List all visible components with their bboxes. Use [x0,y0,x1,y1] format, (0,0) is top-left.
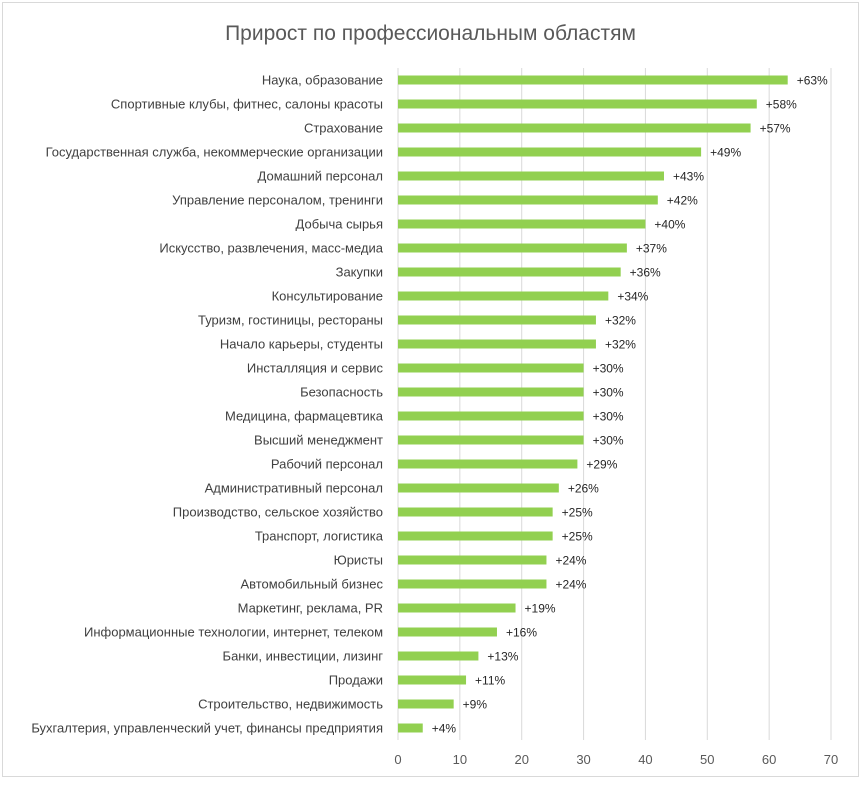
x-tick-label: 70 [824,752,838,767]
category-label: Юристы [334,553,383,568]
data-label: +30% [593,410,624,424]
bar [398,267,621,277]
category-label: Наука, образование [262,73,383,88]
data-label: +40% [654,218,685,232]
category-label: Начало карьеры, студенты [220,337,383,352]
category-label: Строительство, недвижимость [198,697,383,712]
bar [398,507,553,517]
category-label: Бухгалтерия, управленческий учет, финанс… [31,721,383,736]
category-label: Закупки [336,265,383,280]
data-label: +30% [593,362,624,376]
x-tick-label: 50 [700,752,714,767]
bar [398,699,454,709]
category-label: Продажи [329,673,383,688]
data-label: +24% [555,554,586,568]
bar [398,651,479,661]
data-label: +24% [555,578,586,592]
category-label: Искусство, развлечения, масс-медиа [159,241,383,256]
category-label: Информационные технологии, интернет, тел… [84,625,383,640]
data-label: +49% [710,146,741,160]
bar [398,171,664,181]
bar [398,75,788,85]
category-label: Автомобильный бизнес [240,577,383,592]
data-label: +32% [605,338,636,352]
bar [398,99,757,109]
bar [398,555,547,565]
bar [398,435,584,445]
category-label: Страхование [304,121,383,136]
bar [398,123,751,133]
x-tick-label: 10 [453,752,467,767]
bar [398,531,553,541]
data-label: +36% [630,266,661,280]
data-label: +26% [568,482,599,496]
bar [398,243,627,253]
data-label: +34% [617,290,648,304]
data-label: +58% [766,98,797,112]
data-label: +25% [562,506,593,520]
category-label: Управление персоналом, тренинги [172,193,383,208]
data-label: +25% [562,530,593,544]
x-tick-label: 40 [638,752,652,767]
bar [398,219,646,229]
bar [398,363,584,373]
category-label: Безопасность [300,385,383,400]
bar [398,723,423,733]
bar [398,339,596,349]
category-label: Спортивные клубы, фитнес, салоны красоты [111,97,383,112]
data-label: +16% [506,626,537,640]
data-label: +29% [586,458,617,472]
data-label: +19% [525,602,556,616]
category-label: Государственная служба, некоммерческие о… [46,145,383,160]
category-label: Инсталляция и сервис [247,361,384,376]
bar [398,483,559,493]
category-label: Высший менеджмент [254,433,383,448]
bar [398,459,578,469]
data-label: +42% [667,194,698,208]
x-tick-label: 60 [762,752,776,767]
category-label: Рабочий персонал [271,457,383,472]
bar [398,411,584,421]
bar [398,675,467,685]
bar [398,387,584,397]
category-label: Добыча сырья [296,217,383,232]
bar [398,291,609,301]
category-label: Административный персонал [205,481,383,496]
x-tick-label: 30 [576,752,590,767]
x-tick-label: 0 [394,752,401,767]
category-label: Домашний персонал [258,169,383,184]
data-label: +57% [760,122,791,136]
data-label: +37% [636,242,667,256]
bar [398,603,516,613]
data-label: +43% [673,170,704,184]
category-label: Медицина, фармацевтика [225,409,384,424]
data-label: +32% [605,314,636,328]
bar [398,315,596,325]
bar [398,627,497,637]
category-label: Банки, инвестиции, лизинг [223,649,384,664]
category-label: Производство, сельское хозяйство [173,505,383,520]
category-label: Маркетинг, реклама, PR [238,601,383,616]
bar [398,195,658,205]
category-label: Консультирование [272,289,383,304]
category-label: Туризм, гостиницы, рестораны [198,313,383,328]
category-label: Транспорт, логистика [255,529,384,544]
bar [398,579,547,589]
x-tick-label: 20 [514,752,528,767]
bar [398,147,702,157]
data-label: +13% [487,650,518,664]
data-label: +11% [475,674,505,688]
data-label: +30% [593,386,624,400]
data-label: +4% [432,722,457,736]
data-label: +9% [463,698,488,712]
chart-title: Прирост по профессиональным областям [225,22,636,45]
data-label: +63% [797,74,828,88]
data-label: +30% [593,434,624,448]
